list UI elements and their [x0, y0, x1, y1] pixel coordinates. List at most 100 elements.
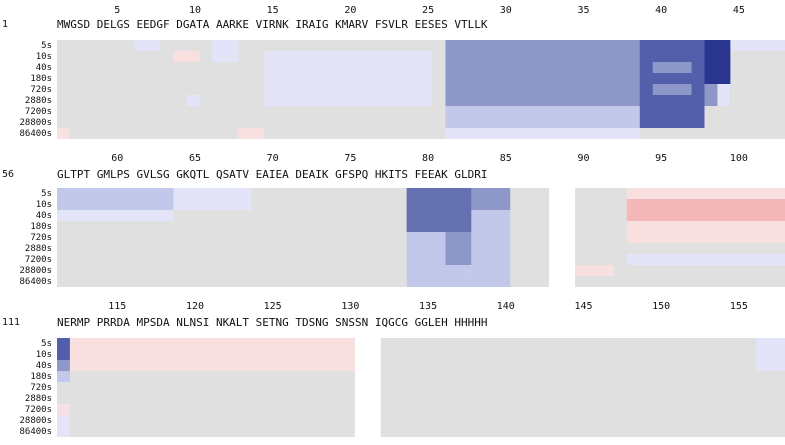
heatmap-cell [626, 221, 785, 243]
position-tick-label: 40 [655, 5, 667, 16]
time-point-label: 720s [30, 233, 52, 243]
position-tick-label: 5 [114, 5, 120, 16]
position-tick-label: 85 [500, 153, 512, 164]
time-point-label: 180s [30, 222, 52, 232]
position-tick-label: 10 [189, 5, 201, 16]
heatmap-cell [445, 232, 472, 265]
time-point-label: 86400s [19, 427, 52, 437]
time-point-label: 10s [36, 350, 52, 360]
position-tick-label: 150 [652, 301, 670, 312]
position-tick-label: 70 [267, 153, 279, 164]
heatmap-cell [134, 40, 161, 51]
heatmap-cell [57, 404, 70, 415]
heatmap-cell [212, 40, 239, 62]
heatmap-cell [704, 40, 731, 84]
row-block-1: 5101520253035404550555s10s40s180s720s288… [0, 0, 785, 148]
position-tick-label: 130 [341, 301, 359, 312]
heatmap-cell [57, 210, 174, 221]
heatmap-cell [626, 199, 785, 221]
position-tick-label: 145 [574, 301, 592, 312]
time-point-label: 2880s [25, 244, 52, 254]
position-tick-label: 120 [186, 301, 204, 312]
position-tick-label: 65 [189, 153, 201, 164]
time-point-label: 180s [30, 372, 52, 382]
heatmap-cell [57, 338, 70, 360]
heatmap-cell [471, 188, 511, 210]
heatmap-cell [173, 188, 252, 210]
position-tick-label: 15 [267, 5, 279, 16]
heatmap-cell [238, 128, 265, 139]
heatmap-row-2: 60657075808590951001051105s10s40s180s720… [19, 153, 785, 287]
time-point-label: 28800s [19, 266, 52, 276]
time-point-label: 2880s [25, 394, 52, 404]
time-point-label: 7200s [25, 405, 52, 415]
heatmap-cell [730, 40, 785, 51]
position-tick-label: 135 [419, 301, 437, 312]
heatmap-cell [380, 338, 785, 437]
sequence-text: GLTPT GMLPS GVLSG GKQTL QSATV EAIEA DEAI… [57, 168, 488, 181]
heatmap-cell [57, 371, 70, 382]
time-point-label: 28800s [19, 118, 52, 128]
heatmap-cell [186, 95, 200, 106]
row-start-number: 111 [2, 317, 21, 328]
heatmap-cell [626, 254, 785, 265]
time-point-label: 180s [30, 74, 52, 84]
position-tick-label: 45 [733, 5, 745, 16]
position-tick-label: 25 [422, 5, 434, 16]
sequence-text: NERMP PRRDA MPSDA NLNSI NKALT SETNG TDSN… [57, 316, 488, 329]
time-point-label: 2880s [25, 96, 52, 106]
heatmap-cell [652, 62, 692, 73]
heatmap-cell [445, 128, 640, 139]
time-point-label: 720s [30, 85, 52, 95]
heatmap-cell [173, 51, 200, 62]
position-tick-label: 60 [111, 153, 123, 164]
heatmap-cell [57, 128, 70, 139]
heatmap-cell [57, 415, 70, 437]
position-tick-label: 30 [500, 5, 512, 16]
heatmap-cell [406, 188, 472, 232]
position-tick-label: 140 [497, 301, 515, 312]
time-point-label: 86400s [19, 277, 52, 287]
position-tick-label: 115 [108, 301, 126, 312]
heatmap-cell [445, 106, 640, 128]
heatmap-cell [652, 84, 692, 95]
heatmap-cell [730, 51, 785, 139]
time-point-label: 5s [41, 41, 52, 51]
heatmap-cell [264, 51, 433, 106]
heatmap-row-1: 5101520253035404550555s10s40s180s720s288… [19, 5, 785, 139]
position-tick-label: 35 [577, 5, 589, 16]
time-point-label: 5s [41, 339, 52, 349]
position-tick-label: 100 [730, 153, 748, 164]
heatmap-row-3: 1151201251301351401451501551601655s10s40… [19, 301, 785, 437]
heatmap-cell [57, 360, 70, 371]
row-block-2: 60657075808590951001051105s10s40s180s720… [0, 148, 785, 296]
position-tick-label: 80 [422, 153, 434, 164]
position-tick-label: 155 [730, 301, 748, 312]
time-point-label: 40s [36, 63, 52, 73]
time-point-label: 720s [30, 383, 52, 393]
row-start-number: 56 [2, 169, 15, 180]
time-point-label: 10s [36, 52, 52, 62]
heatmap-cell [575, 265, 614, 276]
row-block-3: 1151201251301351401451501551601655s10s40… [0, 296, 785, 445]
position-tick-label: 90 [577, 153, 589, 164]
time-point-label: 7200s [25, 255, 52, 265]
heatmap-cell [717, 84, 731, 106]
heatmap-cell [756, 338, 785, 371]
time-point-label: 5s [41, 189, 52, 199]
sequence-text: MWGSD DELGS EEDGF DGATA AARKE VIRNK IRAI… [57, 18, 488, 31]
time-point-label: 40s [36, 361, 52, 371]
position-tick-label: 95 [655, 153, 667, 164]
time-point-label: 7200s [25, 107, 52, 117]
heatmap-cell [57, 188, 174, 210]
time-point-label: 28800s [19, 416, 52, 426]
time-point-label: 86400s [19, 129, 52, 139]
heatmap-cell [69, 338, 355, 371]
position-tick-label: 20 [344, 5, 356, 16]
row-start-number: 1 [2, 19, 9, 30]
heatmap-cell [471, 210, 511, 287]
time-point-label: 10s [36, 200, 52, 210]
position-tick-label: 125 [264, 301, 282, 312]
time-point-label: 40s [36, 211, 52, 221]
position-tick-label: 75 [344, 153, 356, 164]
